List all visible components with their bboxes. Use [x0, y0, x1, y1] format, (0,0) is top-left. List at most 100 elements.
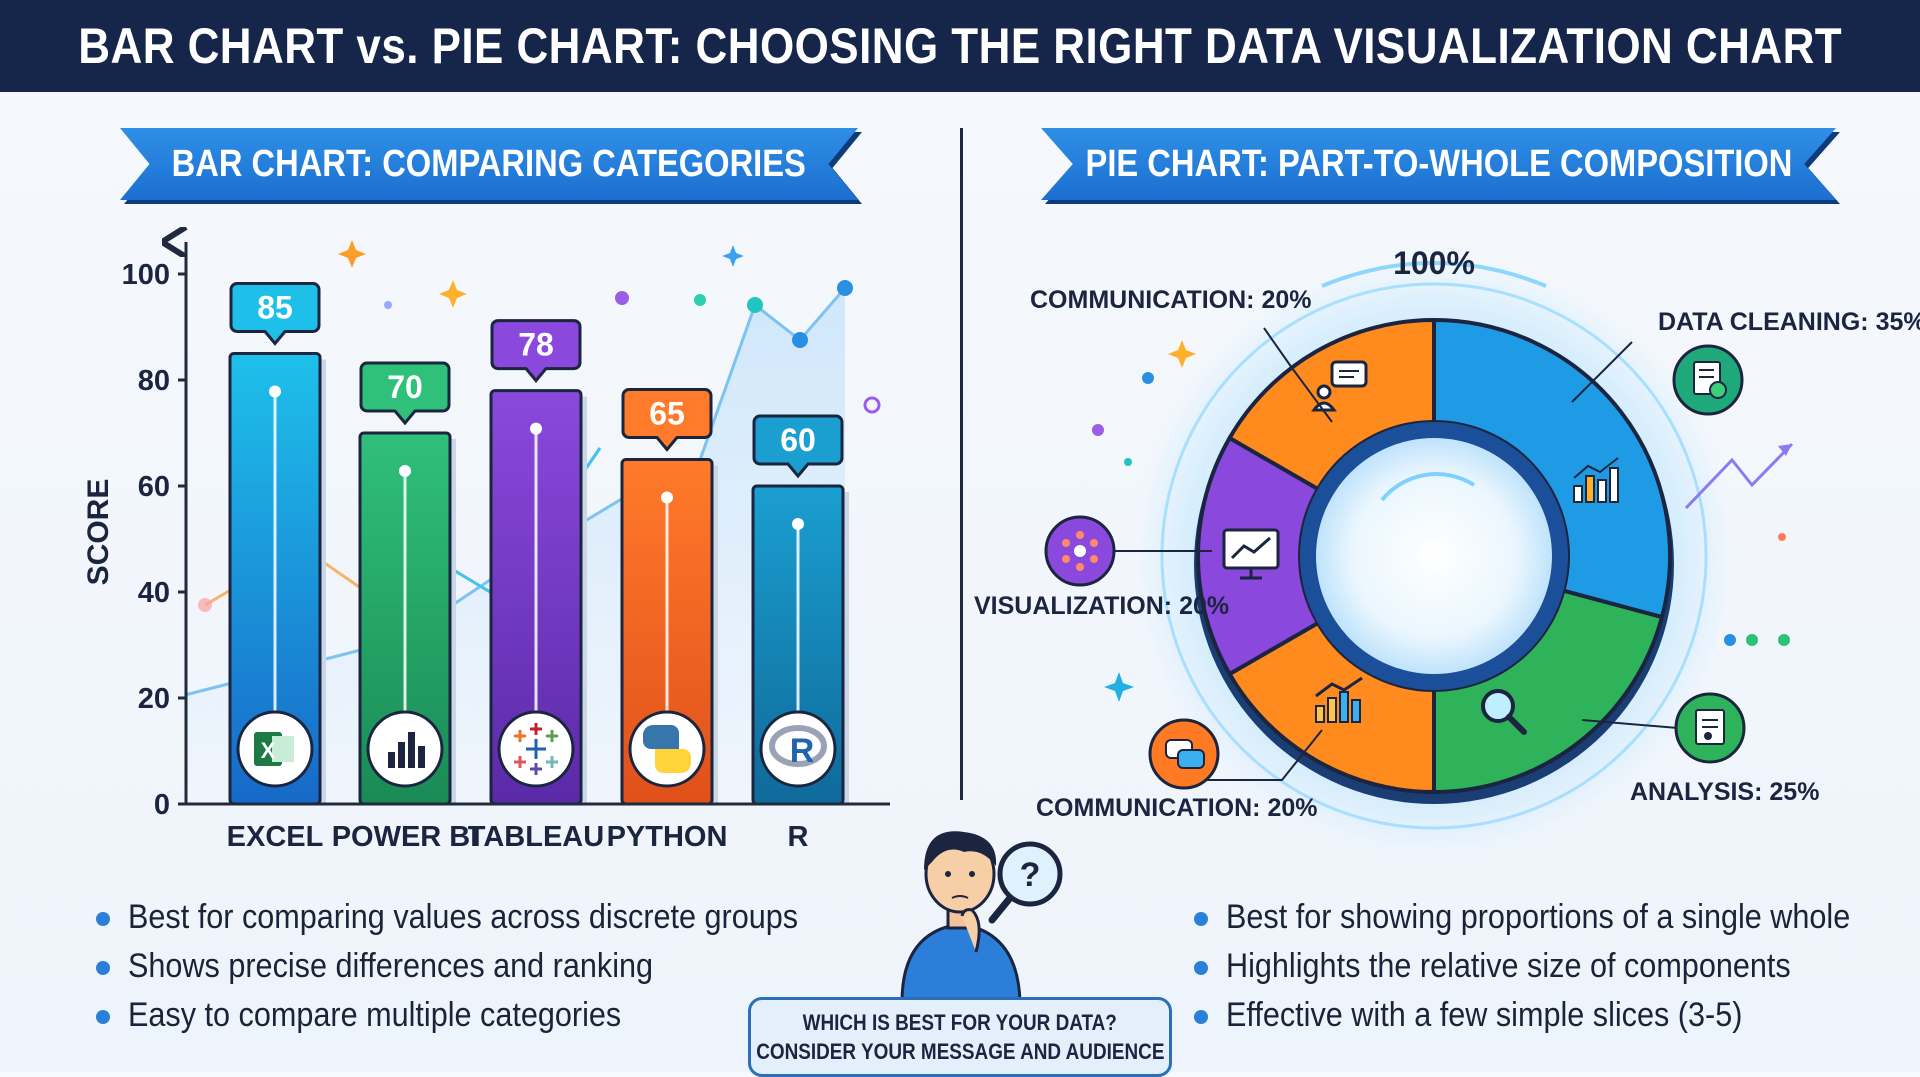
pie-total-label: 100%: [1393, 245, 1475, 281]
star-icon: [338, 240, 366, 268]
question-line-2: CONSIDER YOUR MESSAGE AND AUDIENCE: [755, 1039, 1165, 1064]
decor-trend-line: [1684, 442, 1794, 510]
y-tick-layer: 0 20 40 60 80 100: [122, 259, 186, 821]
y-tick-label: 80: [138, 365, 170, 397]
pie-label-layer: DATA CLEANING: 35% ANALYSIS: 25% COMMUNICA…: [974, 286, 1920, 822]
bar-highlight-dot: [269, 385, 281, 398]
pie-slice-label: ANALYSIS: 25%: [1630, 778, 1819, 806]
bar-chart-icon: [1573, 457, 1619, 503]
svg-text:R: R: [790, 732, 815, 770]
page-title: BAR CHART vs. PIE CHART: CHOOSING THE RI…: [78, 18, 1842, 74]
bar-highlight-dot: [399, 465, 411, 477]
star-icon: [722, 245, 744, 267]
x-tick-label: R: [788, 821, 809, 853]
zigzag-dot: [198, 598, 212, 612]
sparkle-dot: [1724, 634, 1736, 646]
data-label: 85: [257, 290, 293, 326]
leader-line: [1581, 719, 1679, 729]
growth-chart-icon: [1315, 676, 1363, 723]
sparkle-dot: [1124, 458, 1132, 466]
value-badge: [229, 282, 321, 346]
excel-logo-icon: X: [254, 732, 294, 766]
y-tick-label: 0: [154, 789, 170, 821]
r-logo-icon: R: [769, 725, 827, 770]
trend-dot: [792, 332, 808, 348]
sparkle-dot: [384, 301, 392, 309]
pie-slice-label: DATA CLEANING: 35%: [1658, 308, 1920, 336]
hole-arc: [1380, 472, 1476, 502]
y-axis-label: SCORE: [82, 479, 115, 586]
sparkle-dot: [615, 291, 629, 305]
magnifier-icon: [1481, 689, 1527, 735]
y-tick-label: 20: [138, 683, 170, 715]
data-label: 65: [649, 396, 685, 432]
bar-highlight-dot: [530, 422, 542, 435]
list-item: Shows precise differences and ranking: [96, 947, 873, 996]
pie-slice-label: COMMUNICATION: 20%: [1036, 794, 1317, 822]
data-label: 60: [780, 422, 816, 458]
sparkle-dot: [1746, 634, 1758, 646]
pie-heading-text: PIE CHART: PART-TO-WHOLE COMPOSITION: [1085, 142, 1792, 185]
pie-hole: [1316, 438, 1552, 674]
star-icon: [1104, 672, 1134, 702]
y-tick-label: 60: [138, 471, 170, 503]
title-bar: BAR CHART vs. PIE CHART: CHOOSING THE RI…: [0, 0, 1920, 92]
list-item: Best for comparing values across discret…: [96, 898, 873, 947]
bar-bullet-list: Best for comparing values across discret…: [96, 898, 873, 1045]
value-badge: [359, 361, 451, 426]
list-item: Effective with a few simple slices (3-5): [1194, 996, 1920, 1045]
pie-halo-ring: [1160, 282, 1708, 830]
star-icon: [1168, 340, 1196, 368]
person-chat-icon: [1311, 360, 1368, 412]
trend-dot: [747, 297, 763, 313]
leader-line: [1263, 327, 1333, 423]
x-tick-label: PYTHON: [607, 821, 728, 853]
sparkle-dot: [694, 294, 706, 306]
section-divider: [960, 128, 963, 800]
data-label: 70: [387, 369, 423, 405]
power-bi-logo-icon: [388, 732, 425, 768]
trend-dot: [837, 280, 853, 296]
value-badge: [490, 319, 582, 383]
y-tick-label: 40: [138, 577, 170, 609]
leader-line: [1571, 341, 1633, 403]
bar-highlight-dot: [792, 518, 804, 530]
question-mark-icon: ?: [1020, 856, 1041, 894]
thinking-person-illustration: ?: [900, 831, 1063, 1002]
monitor-chart-icon: [1222, 528, 1280, 580]
tableau-logo-icon: [514, 723, 558, 775]
pie-chart: 100%: [974, 245, 1920, 856]
bar-section-heading: BAR CHART: COMPARING CATEGORIES: [120, 128, 858, 200]
question-line-1: WHICH IS BEST FOR YOUR DATA?: [802, 1010, 1118, 1035]
leader-line: [1184, 729, 1323, 781]
pie-bullet-list: Best for showing proportions of a single…: [1194, 898, 1920, 1045]
bar-layer: 85 70 78 65 60 X R: [228, 282, 849, 806]
sparkle-dot: [1092, 424, 1104, 436]
list-item: Easy to compare multiple categories: [96, 996, 873, 1045]
star-icon: [439, 280, 467, 308]
bar-highlight-dot: [661, 491, 673, 504]
arrow-icon: [1778, 444, 1792, 456]
x-tick-label: POWER BI: [332, 821, 479, 853]
pie-slice-label: VISUALIZATION: 20%: [974, 592, 1229, 620]
value-badge: [752, 414, 844, 479]
y-tick-label: 100: [122, 259, 170, 291]
data-label: 78: [518, 327, 554, 363]
x-tick-label: TABLEAU: [468, 821, 604, 853]
python-logo-icon: [643, 725, 691, 773]
sparkle-dot: [1778, 634, 1790, 646]
sparkle-dot: [1142, 372, 1154, 384]
question-callout: WHICH IS BEST FOR YOUR DATA? CONSIDER YO…: [748, 997, 1172, 1077]
report-icon: [1674, 692, 1746, 764]
sparkle-dot: [1778, 533, 1786, 541]
pie-slice-label: COMMUNICATION: 20%: [1030, 286, 1311, 314]
list-item: Best for showing proportions of a single…: [1194, 898, 1920, 947]
network-icon: [1044, 515, 1116, 587]
list-item: Highlights the relative size of componen…: [1194, 947, 1920, 996]
document-check-icon: [1672, 344, 1744, 416]
pie-section-heading: PIE CHART: PART-TO-WHOLE COMPOSITION: [1041, 128, 1836, 200]
bar-heading-text: BAR CHART: COMPARING CATEGORIES: [171, 142, 807, 185]
svg-text:X: X: [261, 738, 276, 763]
chat-bubble-icon: [1148, 718, 1220, 790]
